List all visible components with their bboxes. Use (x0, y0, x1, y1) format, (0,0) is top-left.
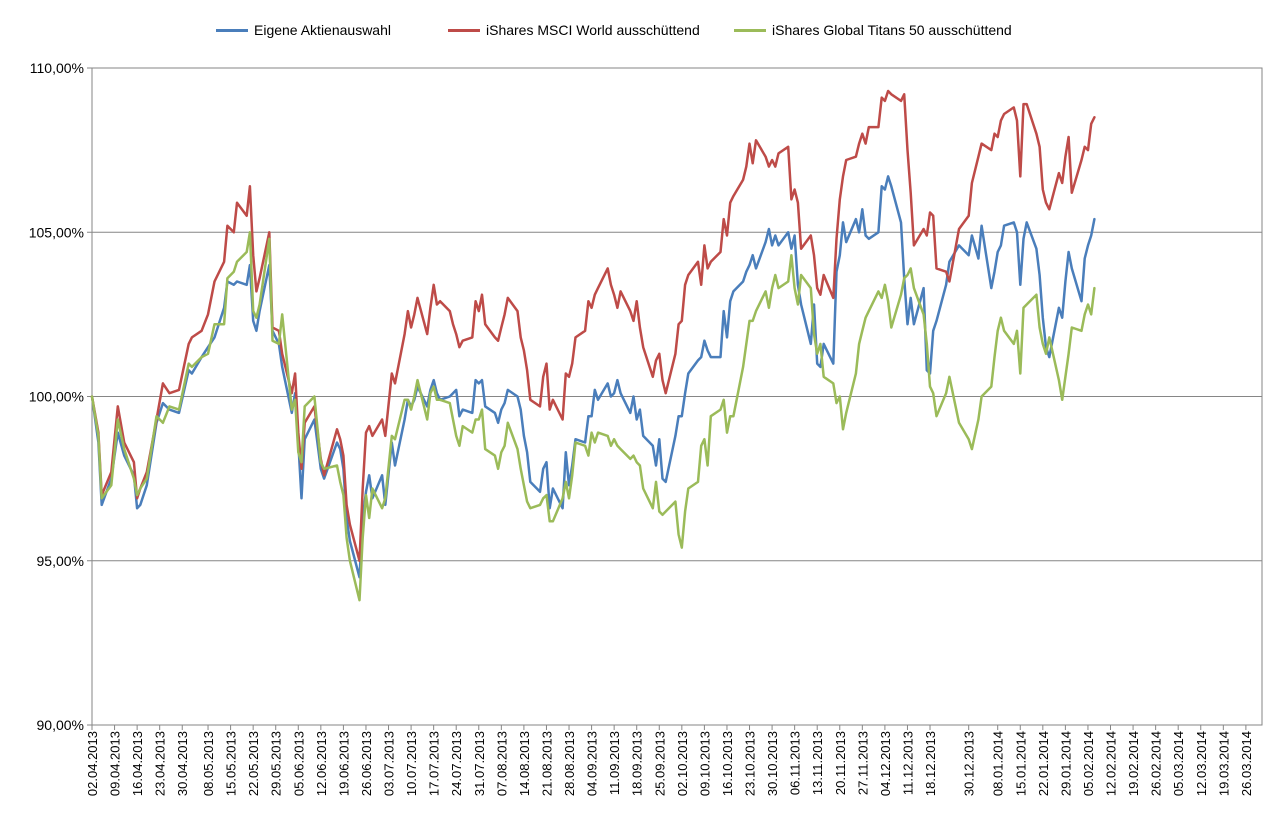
x-tick-label: 03.07.2013 (382, 731, 397, 796)
x-tick-label: 05.06.2013 (291, 731, 306, 796)
x-tick-label: 02.10.2013 (675, 731, 690, 796)
x-tick-label: 09.04.2013 (108, 731, 123, 796)
legend-swatch-global-titans (734, 28, 766, 32)
x-tick-label: 22.01.2014 (1036, 731, 1051, 796)
legend-label-global-titans: iShares Global Titans 50 ausschüttend (772, 22, 1012, 38)
x-tick-label: 26.03.2014 (1239, 731, 1254, 796)
x-tick-label: 17.07.2013 (427, 731, 442, 796)
x-tick-label: 05.02.2014 (1081, 731, 1096, 796)
legend-swatch-msci-world (448, 28, 480, 32)
x-tick-label: 04.12.2013 (878, 731, 893, 796)
x-tick-label: 29.05.2013 (269, 731, 284, 796)
y-tick-label: 100,00% (29, 389, 84, 405)
x-tick-label: 16.10.2013 (720, 731, 735, 796)
x-tick-label: 11.12.2013 (900, 731, 915, 795)
y-tick-label: 110,00% (30, 60, 84, 76)
legend: Eigene Aktienauswahl iShares MSCI World … (0, 22, 1283, 46)
x-tick-label: 14.08.2013 (517, 731, 532, 796)
x-tick-label: 25.09.2013 (652, 731, 667, 796)
x-tick-label: 05.03.2014 (1171, 731, 1186, 796)
x-tick-label: 13.11.2013 (810, 731, 825, 795)
x-tick-label: 27.11.2013 (855, 731, 870, 795)
legend-label-eigene: Eigene Aktienauswahl (254, 22, 391, 38)
x-tick-label: 23.04.2013 (153, 731, 168, 796)
x-tick-label: 16.04.2013 (130, 731, 145, 796)
series-line-global-titans (90, 231, 1096, 602)
x-tick-label: 07.08.2013 (494, 731, 509, 796)
series-line-msci-world (90, 89, 1096, 563)
x-tick-label: 24.07.2013 (449, 731, 464, 796)
x-tick-label: 02.04.2013 (85, 731, 100, 796)
x-tick-label: 21.08.2013 (539, 731, 554, 796)
x-tick-label: 22.05.2013 (246, 731, 261, 796)
x-tick-label: 08.05.2013 (201, 731, 216, 796)
x-tick-label: 18.09.2013 (630, 731, 645, 796)
y-tick-label: 95,00% (37, 553, 84, 569)
y-tick-label: 90,00% (37, 717, 84, 733)
x-tick-label: 30.04.2013 (175, 731, 190, 796)
x-tick-label: 28.08.2013 (562, 731, 577, 796)
x-tick-label: 08.01.2014 (991, 731, 1006, 796)
x-tick-label: 31.07.2013 (472, 731, 487, 796)
legend-item-eigene: Eigene Aktienauswahl (216, 22, 391, 38)
legend-item-global-titans: iShares Global Titans 50 ausschüttend (734, 22, 1012, 38)
x-tick-label: 19.06.2013 (336, 731, 351, 796)
x-tick-label: 20.11.2013 (833, 731, 848, 795)
x-tick-label: 04.09.2013 (585, 731, 600, 796)
x-tick-label: 06.11.2013 (788, 731, 803, 795)
legend-swatch-eigene (216, 28, 248, 32)
x-tick-label: 12.03.2014 (1194, 731, 1209, 796)
x-tick-label: 26.02.2014 (1149, 731, 1164, 796)
x-tick-label: 23.10.2013 (743, 731, 758, 796)
legend-item-msci-world: iShares MSCI World ausschüttend (448, 22, 700, 38)
y-tick-label: 105,00% (29, 224, 84, 240)
x-tick-label: 30.10.2013 (765, 731, 780, 796)
x-tick-label: 12.02.2014 (1104, 731, 1119, 796)
x-tick-label: 15.05.2013 (224, 731, 239, 796)
legend-label-msci-world: iShares MSCI World ausschüttend (486, 22, 700, 38)
x-tick-label: 29.01.2014 (1058, 731, 1073, 796)
series-line-eigene (90, 175, 1096, 579)
x-tick-label: 09.10.2013 (697, 731, 712, 796)
x-tick-label: 26.06.2013 (359, 731, 374, 796)
x-tick-label: 19.03.2014 (1216, 731, 1231, 796)
x-tick-label: 15.01.2014 (1013, 731, 1028, 796)
x-tick-label: 10.07.2013 (404, 731, 419, 796)
x-tick-label: 18.12.2013 (923, 731, 938, 796)
x-tick-label: 19.02.2014 (1126, 731, 1141, 796)
x-tick-label: 11.09.2013 (607, 731, 622, 795)
x-tick-label: 12.06.2013 (314, 731, 329, 796)
x-tick-label: 30.12.2013 (962, 731, 977, 796)
